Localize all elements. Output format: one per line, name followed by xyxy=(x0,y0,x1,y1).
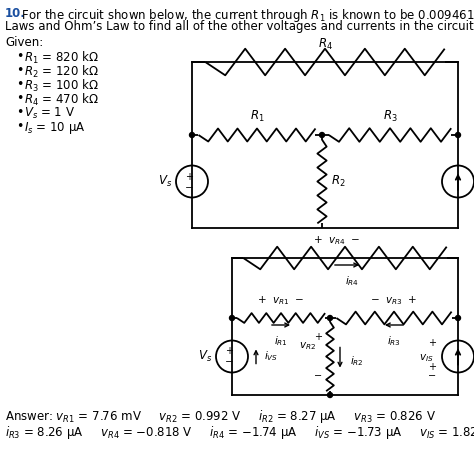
Text: 10.: 10. xyxy=(5,7,26,20)
Text: $I_s$ = 10 μA: $I_s$ = 10 μA xyxy=(24,120,85,136)
Circle shape xyxy=(319,133,325,138)
Text: $R_1$: $R_1$ xyxy=(250,109,264,124)
Text: •: • xyxy=(16,120,23,133)
Text: $V_s$: $V_s$ xyxy=(198,349,212,364)
Text: $R_4$: $R_4$ xyxy=(318,37,332,52)
Text: $-$: $-$ xyxy=(313,370,323,379)
Text: $-$: $-$ xyxy=(428,368,437,378)
Text: $R_3$ = 100 kΩ: $R_3$ = 100 kΩ xyxy=(24,78,99,94)
Text: $i_{R3}$ = 8.26 μA     $v_{R4}$ = −0.818 V     $i_{R4}$ = −1.74 μA     $i_{VS}$ : $i_{R3}$ = 8.26 μA $v_{R4}$ = −0.818 V $… xyxy=(5,424,474,441)
Circle shape xyxy=(328,315,332,320)
Text: Given:: Given: xyxy=(5,36,43,49)
Text: −: − xyxy=(185,182,193,192)
Circle shape xyxy=(328,393,332,398)
Text: •: • xyxy=(16,78,23,91)
Text: +: + xyxy=(428,361,436,372)
Text: $-$  $v_{R3}$  $+$: $-$ $v_{R3}$ $+$ xyxy=(370,294,418,307)
Text: $R_4$ = 470 kΩ: $R_4$ = 470 kΩ xyxy=(24,92,99,108)
Circle shape xyxy=(190,133,194,138)
Text: +: + xyxy=(428,338,436,347)
Text: For the circuit shown below, the current through $R_1$ is known to be 0.009461 μ: For the circuit shown below, the current… xyxy=(18,7,474,24)
Text: •: • xyxy=(16,92,23,105)
Text: •: • xyxy=(16,64,23,77)
Text: $i_{R2}$: $i_{R2}$ xyxy=(350,355,364,368)
Text: $+$  $v_{R4}$  $-$: $+$ $v_{R4}$ $-$ xyxy=(313,234,361,247)
Text: +: + xyxy=(185,171,193,181)
Text: $i_{R1}$: $i_{R1}$ xyxy=(274,334,288,348)
Circle shape xyxy=(456,133,461,138)
Text: $v_{R2}$: $v_{R2}$ xyxy=(300,340,317,352)
Text: $i_{VS}$: $i_{VS}$ xyxy=(264,350,278,363)
Text: $R_1$ = 820 kΩ: $R_1$ = 820 kΩ xyxy=(24,50,99,66)
Text: Laws and Ohm’s Law to find all of the other voltages and currents in the circuit: Laws and Ohm’s Law to find all of the ot… xyxy=(5,20,474,33)
Text: $R_3$: $R_3$ xyxy=(383,109,397,124)
Text: •: • xyxy=(16,106,23,119)
Text: $+$  $v_{R1}$  $-$: $+$ $v_{R1}$ $-$ xyxy=(257,294,305,307)
Circle shape xyxy=(456,315,461,320)
Text: $R_2$ = 120 kΩ: $R_2$ = 120 kΩ xyxy=(24,64,99,80)
Text: $i_{R4}$: $i_{R4}$ xyxy=(345,274,359,288)
Text: $V_s$ = 1 V: $V_s$ = 1 V xyxy=(24,106,75,121)
Text: −: − xyxy=(225,357,233,367)
Text: $v_{IS}$: $v_{IS}$ xyxy=(419,353,433,364)
Text: Answer: $v_{R1}$ = 7.76 mV     $v_{R2}$ = 0.992 V     $i_{R2}$ = 8.27 μA     $v_: Answer: $v_{R1}$ = 7.76 mV $v_{R2}$ = 0.… xyxy=(5,408,436,425)
Circle shape xyxy=(229,315,235,320)
Text: +: + xyxy=(225,346,233,356)
Text: $i_{R3}$: $i_{R3}$ xyxy=(387,334,401,348)
Text: $R_2$: $R_2$ xyxy=(331,174,346,189)
Text: $V_s$: $V_s$ xyxy=(158,174,172,189)
Text: •: • xyxy=(16,50,23,63)
Text: +: + xyxy=(314,331,322,341)
